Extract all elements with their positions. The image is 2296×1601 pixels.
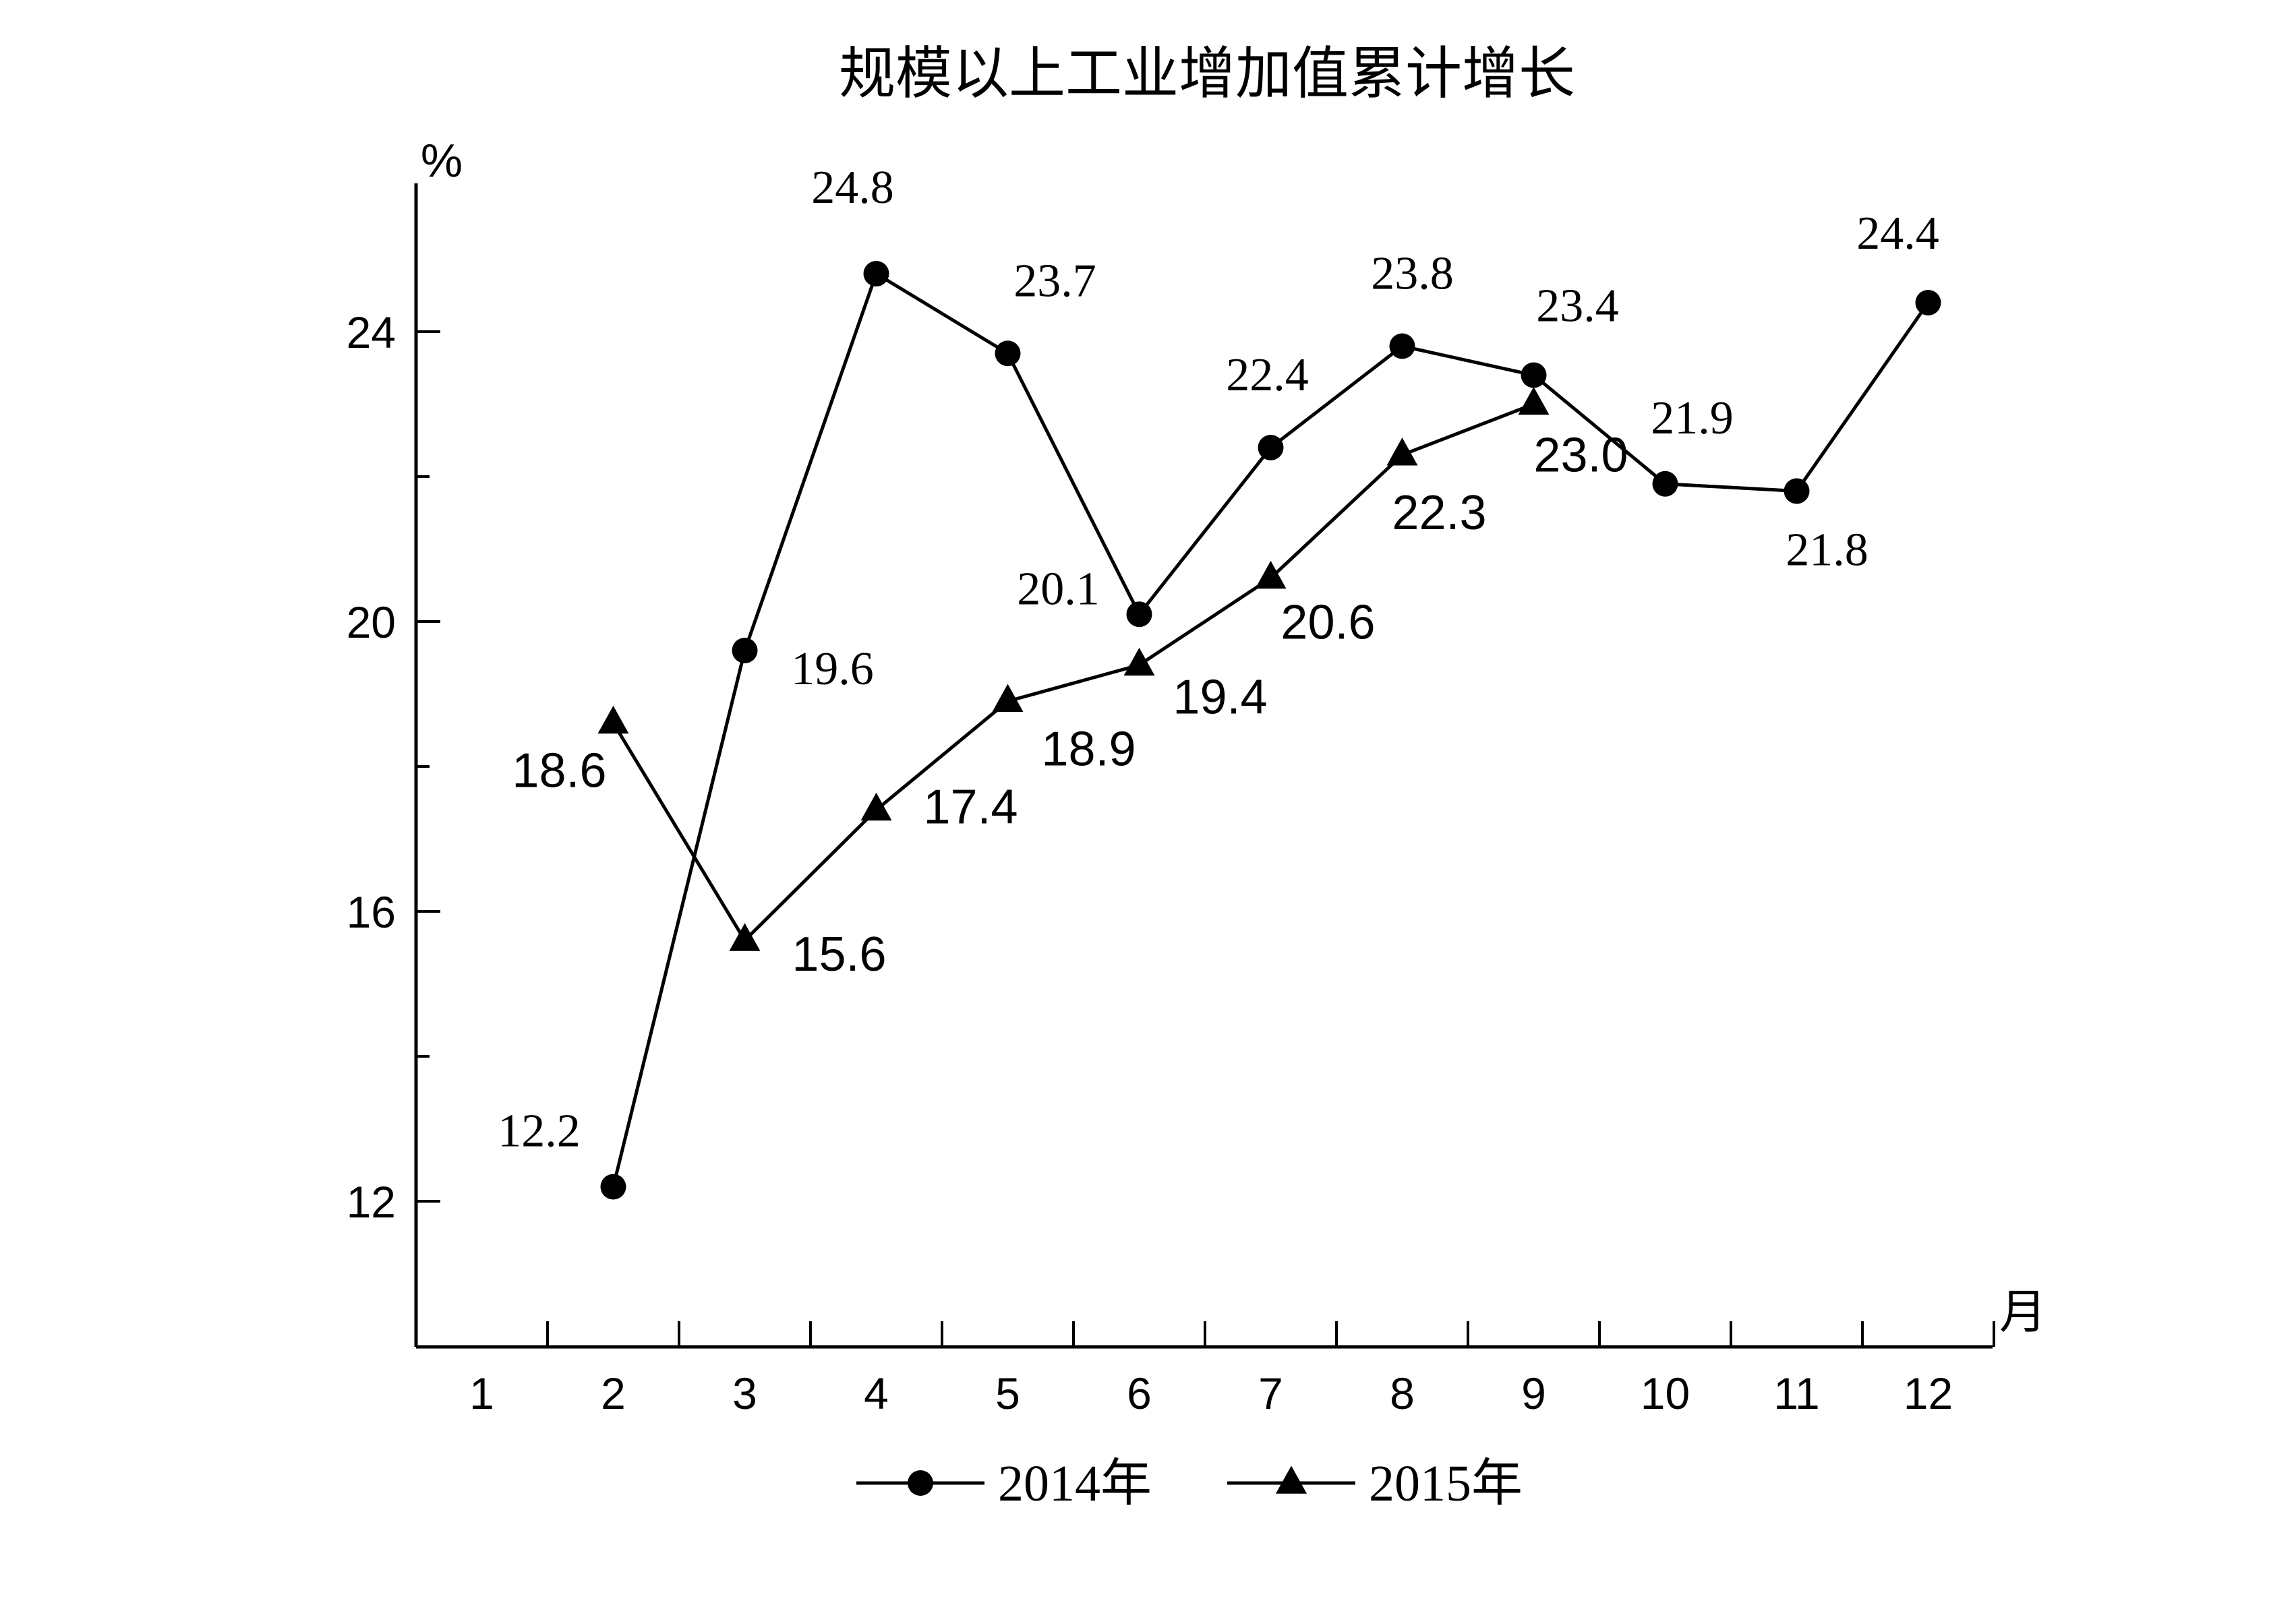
data-point-triangle bbox=[729, 923, 761, 951]
x-tick-label: 7 bbox=[1258, 1368, 1283, 1418]
x-tick-label: 9 bbox=[1521, 1368, 1546, 1418]
legend-label: 2014年 bbox=[998, 1455, 1152, 1512]
data-label: 23.0 bbox=[1533, 429, 1628, 483]
data-label: 15.6 bbox=[792, 928, 886, 981]
series-2015年: 18.6 15.6 17.4 18.9 19.4 20.6 22.3 23.0 bbox=[512, 386, 1628, 981]
data-point-circle bbox=[1521, 362, 1547, 388]
data-label: 12.2 bbox=[498, 1106, 581, 1157]
data-label: 20.1 bbox=[1017, 563, 1100, 615]
x-axis-ticks: 1 2 3 4 5 6 7 8 9 10 11 12 bbox=[469, 1321, 1995, 1418]
x-tick-label: 2 bbox=[601, 1368, 626, 1418]
data-label: 18.6 bbox=[512, 744, 606, 798]
data-label: 18.9 bbox=[1041, 722, 1136, 776]
data-point-triangle bbox=[597, 705, 629, 734]
data-point-circle bbox=[1652, 471, 1678, 497]
data-point-triangle bbox=[1255, 560, 1287, 589]
x-tick-label: 10 bbox=[1641, 1368, 1690, 1418]
data-label: 23.7 bbox=[1013, 255, 1096, 307]
x-tick-label: 12 bbox=[1904, 1368, 1953, 1418]
data-point-triangle bbox=[992, 684, 1024, 712]
x-tick-label: 5 bbox=[995, 1368, 1020, 1418]
data-label: 20.6 bbox=[1281, 596, 1375, 650]
data-point-circle bbox=[1258, 435, 1284, 460]
x-axis-unit-label: 月 bbox=[1999, 1287, 2047, 1339]
data-label: 21.9 bbox=[1651, 392, 1734, 444]
data-label: 22.3 bbox=[1392, 486, 1486, 540]
x-tick-label: 11 bbox=[1773, 1368, 1820, 1418]
data-label: 22.4 bbox=[1226, 349, 1309, 401]
y-tick-label: 12 bbox=[347, 1177, 396, 1227]
data-label: 19.4 bbox=[1173, 671, 1267, 725]
data-label: 24.8 bbox=[811, 162, 894, 214]
x-tick-label: 3 bbox=[732, 1368, 757, 1418]
y-axis-unit-label: % bbox=[421, 134, 463, 187]
data-label: 17.4 bbox=[923, 781, 1018, 835]
legend-marker-circle bbox=[908, 1470, 933, 1496]
data-label: 23.4 bbox=[1536, 280, 1619, 332]
data-label: 24.4 bbox=[1856, 208, 1939, 260]
y-tick-label: 24 bbox=[347, 307, 396, 357]
data-point-circle bbox=[1784, 478, 1810, 504]
legend-item: 2015年 bbox=[1227, 1455, 1523, 1512]
series-line bbox=[612, 402, 1535, 944]
data-point-circle bbox=[1915, 290, 1941, 315]
data-point-triangle bbox=[860, 792, 892, 821]
data-label: 21.8 bbox=[1786, 524, 1868, 576]
data-point-triangle bbox=[1386, 437, 1418, 466]
series-layer: 12.2 19.6 24.8 23.7 20.1 22.4 23.8 23.4 21.9 21.8… bbox=[498, 162, 1941, 1200]
data-point-triangle bbox=[1123, 647, 1155, 676]
series-2014年: 12.2 19.6 24.8 23.7 20.1 22.4 23.8 23.4 21.9 21.8… bbox=[498, 162, 1941, 1200]
data-point-triangle bbox=[1518, 386, 1550, 415]
data-label: 19.6 bbox=[791, 643, 874, 695]
x-tick-label: 4 bbox=[864, 1368, 889, 1418]
x-tick-label: 1 bbox=[469, 1368, 494, 1418]
data-label: 23.8 bbox=[1371, 248, 1454, 300]
data-point-circle bbox=[732, 638, 758, 663]
data-point-circle bbox=[600, 1174, 626, 1200]
legend-marker-triangle bbox=[1276, 1466, 1307, 1494]
axes bbox=[414, 183, 1993, 1349]
legend-item: 2014年 bbox=[856, 1455, 1152, 1512]
x-tick-label: 8 bbox=[1390, 1368, 1415, 1418]
chart-title: 规模以上工业增加值累计增长 bbox=[839, 43, 1575, 106]
legend: 2014年 2015年 bbox=[856, 1455, 1523, 1512]
data-point-circle bbox=[995, 340, 1021, 367]
data-point-circle bbox=[1126, 601, 1152, 628]
y-axis-ticks: 12 16 20 24 bbox=[347, 307, 440, 1227]
data-point-circle bbox=[1389, 333, 1415, 359]
data-point-circle bbox=[863, 261, 889, 286]
y-tick-label: 16 bbox=[347, 887, 396, 937]
legend-label: 2015年 bbox=[1369, 1455, 1523, 1512]
y-tick-label: 20 bbox=[347, 597, 396, 647]
x-tick-label: 6 bbox=[1127, 1368, 1152, 1418]
